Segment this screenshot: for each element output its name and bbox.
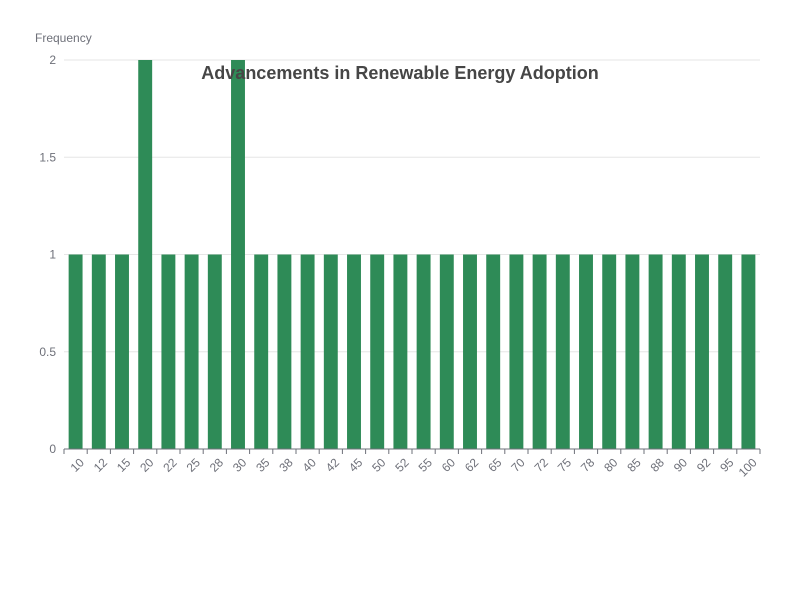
bar-25 [184, 254, 199, 449]
x-tick-label: 75 [555, 455, 575, 475]
x-tick-label: 90 [671, 455, 691, 475]
y-tick-labels: 0 0.5 1 1.5 2 [39, 53, 56, 456]
bar-95 [718, 254, 733, 449]
bar-85 [625, 254, 640, 449]
x-tick-label: 12 [91, 455, 111, 475]
x-tick-label: 65 [485, 455, 505, 475]
x-tick-label: 85 [624, 455, 644, 475]
y-axis-title: Frequency [35, 31, 92, 45]
bar-12 [91, 254, 106, 449]
bar-30 [231, 60, 245, 449]
x-tick-label: 38 [276, 455, 296, 475]
x-tick-label: 95 [717, 455, 737, 475]
bar-70 [509, 254, 524, 449]
x-tick-labels: 10 12 15 20 22 25 28 30 35 38 40 42 45 50 52 55 60 62 65 70… [68, 455, 760, 479]
bar-15 [115, 254, 129, 449]
bar-78 [579, 254, 593, 449]
bar-100 [741, 254, 756, 449]
bar-80 [602, 254, 617, 449]
x-tick-label: 72 [532, 455, 552, 475]
bar-92 [695, 254, 709, 449]
y-tick-label: 0 [49, 442, 56, 456]
x-tick-label: 25 [184, 455, 204, 475]
bar-52 [393, 254, 408, 449]
bar-42 [323, 254, 338, 449]
x-tick-label: 35 [253, 455, 273, 475]
bar-75 [555, 254, 570, 449]
grid-lines [64, 59, 760, 353]
x-tick-label: 100 [736, 455, 760, 479]
bar-10 [68, 254, 83, 449]
bar-20 [138, 60, 153, 449]
bar-22 [161, 254, 176, 449]
x-tick-label: 10 [68, 455, 88, 475]
x-tick-label: 52 [392, 455, 412, 475]
x-tick-label: 60 [439, 455, 459, 475]
x-tick-label: 78 [578, 455, 598, 475]
x-tick-label: 70 [508, 455, 528, 475]
x-tick-label: 28 [207, 455, 227, 475]
x-tick-label: 62 [462, 455, 482, 475]
bar-28 [207, 254, 222, 449]
y-tick-label: 2 [49, 53, 56, 67]
x-tick-label: 45 [346, 455, 366, 475]
x-tick-label: 50 [369, 455, 389, 475]
bar-55 [416, 254, 431, 449]
x-tick-label: 80 [601, 455, 621, 475]
bar-40 [300, 254, 315, 449]
bar-38 [277, 254, 292, 449]
bar-45 [347, 254, 361, 449]
bar-35 [254, 254, 269, 449]
x-tick-label: 92 [694, 455, 714, 475]
bar-50 [370, 254, 385, 449]
bars [68, 60, 756, 449]
x-tick-label: 42 [323, 455, 343, 475]
y-tick-label: 0.5 [39, 345, 56, 359]
bar-72 [532, 254, 547, 449]
x-tick-label: 20 [137, 455, 157, 475]
chart-title: Advancements in Renewable Energy Adoptio… [201, 63, 598, 83]
bar-90 [671, 254, 686, 449]
y-tick-label: 1 [49, 248, 56, 262]
bar-62 [463, 254, 477, 449]
x-tick-label: 88 [648, 455, 668, 475]
x-tick-label: 30 [230, 455, 250, 475]
bar-88 [648, 254, 663, 449]
x-tick-label: 40 [300, 455, 320, 475]
bar-65 [486, 254, 501, 449]
x-tick-label: 22 [160, 455, 180, 475]
x-tick-label: 15 [114, 455, 134, 475]
axes [63, 448, 761, 454]
bar-60 [439, 254, 454, 449]
x-tick-label: 55 [416, 455, 436, 475]
y-tick-label: 1.5 [39, 150, 56, 164]
